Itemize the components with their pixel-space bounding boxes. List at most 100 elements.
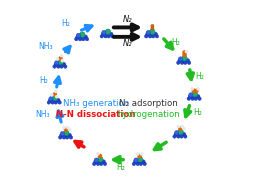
Circle shape <box>56 98 60 102</box>
Circle shape <box>60 132 65 136</box>
Circle shape <box>56 58 59 60</box>
Circle shape <box>58 62 62 66</box>
Circle shape <box>173 135 176 138</box>
Circle shape <box>53 93 56 96</box>
Circle shape <box>186 59 189 63</box>
Circle shape <box>80 35 84 39</box>
Circle shape <box>55 90 57 93</box>
Circle shape <box>64 65 67 68</box>
Circle shape <box>76 33 81 37</box>
Circle shape <box>62 136 66 139</box>
Circle shape <box>151 27 154 30</box>
Circle shape <box>68 133 71 137</box>
Circle shape <box>48 98 52 102</box>
Circle shape <box>150 29 155 35</box>
Circle shape <box>55 60 59 65</box>
Text: H₂: H₂ <box>39 76 48 85</box>
Circle shape <box>96 162 100 166</box>
Circle shape <box>60 54 62 57</box>
Circle shape <box>54 62 58 66</box>
Circle shape <box>177 61 180 64</box>
Circle shape <box>177 125 179 128</box>
Circle shape <box>111 35 114 38</box>
Circle shape <box>194 97 197 100</box>
Circle shape <box>182 59 186 63</box>
Circle shape <box>49 96 53 101</box>
Text: H₂: H₂ <box>61 19 70 28</box>
Circle shape <box>187 97 190 100</box>
Circle shape <box>192 89 195 92</box>
Circle shape <box>137 160 141 164</box>
Circle shape <box>184 61 187 64</box>
Circle shape <box>181 125 183 128</box>
Circle shape <box>137 153 139 155</box>
Circle shape <box>69 136 73 139</box>
Circle shape <box>133 160 137 164</box>
Circle shape <box>180 61 184 64</box>
Circle shape <box>137 157 143 162</box>
Circle shape <box>64 133 68 137</box>
Circle shape <box>54 101 58 104</box>
Circle shape <box>184 135 187 138</box>
Circle shape <box>98 160 102 164</box>
Circle shape <box>154 32 157 36</box>
Circle shape <box>60 65 63 68</box>
Circle shape <box>134 158 138 162</box>
Circle shape <box>100 162 103 166</box>
Circle shape <box>98 157 103 162</box>
Circle shape <box>66 136 69 139</box>
Text: N₂ adsorption: N₂ adsorption <box>119 98 178 108</box>
Circle shape <box>76 35 80 39</box>
Circle shape <box>53 65 56 68</box>
Circle shape <box>192 91 198 97</box>
Circle shape <box>107 35 110 38</box>
Circle shape <box>197 88 199 90</box>
Circle shape <box>145 35 148 38</box>
Circle shape <box>185 50 187 53</box>
Circle shape <box>51 101 54 104</box>
Circle shape <box>192 94 196 98</box>
Circle shape <box>105 29 110 35</box>
Circle shape <box>94 158 99 162</box>
Circle shape <box>68 129 71 131</box>
Circle shape <box>150 32 153 36</box>
Circle shape <box>94 160 98 164</box>
Circle shape <box>141 160 145 164</box>
Circle shape <box>180 135 183 138</box>
Circle shape <box>78 37 82 41</box>
Circle shape <box>64 130 69 136</box>
Circle shape <box>58 101 61 104</box>
Circle shape <box>58 59 63 65</box>
Circle shape <box>52 98 56 102</box>
Circle shape <box>57 65 60 68</box>
Text: N-N dissociation: N-N dissociation <box>56 110 136 119</box>
Circle shape <box>97 153 99 155</box>
Text: hydrogenation: hydrogenation <box>117 110 180 119</box>
Circle shape <box>198 97 201 100</box>
Circle shape <box>98 154 102 158</box>
Circle shape <box>178 132 182 136</box>
Circle shape <box>182 56 187 61</box>
Circle shape <box>196 94 200 98</box>
Text: NH₃ generation: NH₃ generation <box>63 98 129 108</box>
Circle shape <box>101 32 105 36</box>
Circle shape <box>85 37 89 41</box>
Circle shape <box>151 24 154 28</box>
Circle shape <box>151 35 155 38</box>
Circle shape <box>109 32 113 36</box>
Text: NH₃: NH₃ <box>38 42 53 51</box>
Circle shape <box>102 30 106 35</box>
Circle shape <box>80 32 85 37</box>
Circle shape <box>47 101 51 104</box>
Text: H₂: H₂ <box>194 108 202 117</box>
Circle shape <box>74 37 78 41</box>
Circle shape <box>82 37 85 41</box>
Circle shape <box>84 35 88 39</box>
Circle shape <box>136 162 139 166</box>
Circle shape <box>140 153 142 155</box>
Circle shape <box>138 154 141 158</box>
Text: N₂: N₂ <box>123 39 132 48</box>
Circle shape <box>51 94 53 96</box>
Text: H₂: H₂ <box>195 72 204 81</box>
Circle shape <box>102 160 105 164</box>
